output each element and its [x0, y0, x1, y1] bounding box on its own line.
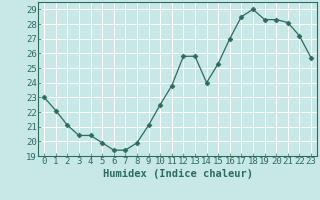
X-axis label: Humidex (Indice chaleur): Humidex (Indice chaleur) [103, 169, 252, 179]
